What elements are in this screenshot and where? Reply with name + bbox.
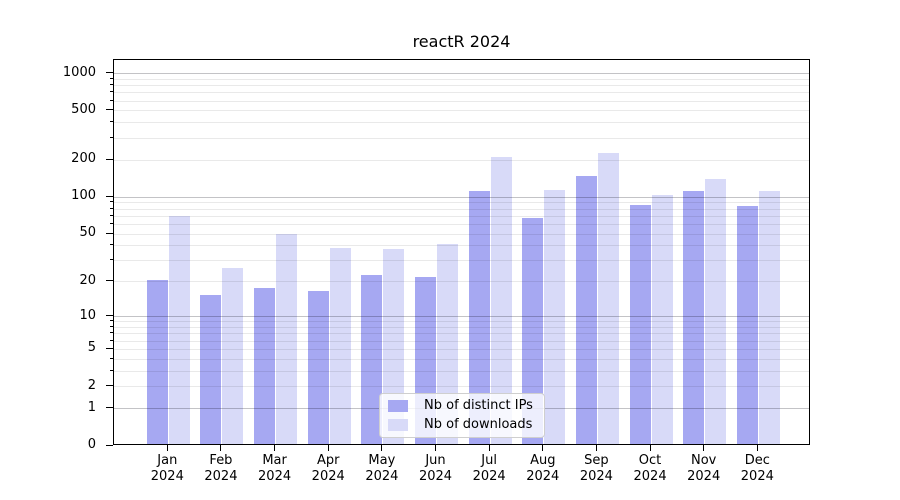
y-tick-label: 500 bbox=[71, 101, 96, 117]
bar-distinct-ips bbox=[575, 175, 597, 444]
y-tick-mark bbox=[106, 347, 113, 349]
y-minor-tick-mark bbox=[110, 357, 113, 359]
bar-downloads bbox=[544, 189, 566, 444]
bar-downloads bbox=[168, 215, 190, 444]
bar-downloads bbox=[705, 179, 727, 444]
bar-distinct-ips bbox=[200, 294, 222, 444]
y-minor-tick-mark bbox=[110, 77, 113, 79]
y-tick-mark bbox=[106, 280, 113, 282]
x-tick-mark bbox=[220, 445, 222, 451]
y-tick-mark bbox=[106, 315, 113, 317]
y-minor-tick-mark bbox=[110, 244, 113, 246]
x-tick-label: Jul 2024 bbox=[472, 453, 506, 484]
bars-layer bbox=[114, 60, 809, 444]
x-tick-mark bbox=[488, 445, 490, 451]
y-tick-label: 1000 bbox=[62, 64, 96, 80]
bar-distinct-ips bbox=[629, 204, 651, 444]
y-minor-tick-mark bbox=[110, 121, 113, 123]
y-tick-label: 100 bbox=[71, 188, 96, 204]
legend-item-downloads: Nb of downloads bbox=[388, 417, 544, 433]
x-tick-mark bbox=[595, 445, 597, 451]
bar-distinct-ips bbox=[736, 205, 758, 444]
bar-distinct-ips bbox=[254, 288, 276, 444]
plot-area: Nb of distinct IPs Nb of downloads bbox=[113, 59, 810, 445]
y-minor-tick-mark bbox=[110, 91, 113, 93]
x-tick-mark bbox=[327, 445, 329, 451]
y-tick-label: 50 bbox=[79, 225, 96, 241]
y-minor-tick-mark bbox=[110, 332, 113, 334]
x-tick-label: Mar 2024 bbox=[258, 453, 292, 484]
x-tick-label: Nov 2024 bbox=[687, 453, 721, 484]
x-tick-label: Oct 2024 bbox=[633, 453, 667, 484]
legend-swatch-distinct-ips bbox=[388, 400, 408, 412]
y-minor-tick-mark bbox=[110, 222, 113, 224]
bar-downloads bbox=[758, 191, 780, 444]
bar-distinct-ips bbox=[468, 191, 490, 444]
x-tick-mark bbox=[542, 445, 544, 451]
bar-downloads bbox=[597, 153, 619, 444]
bar-distinct-ips bbox=[146, 279, 168, 444]
x-tick-label: Dec 2024 bbox=[740, 453, 774, 484]
y-tick-mark bbox=[106, 444, 113, 446]
y-minor-tick-mark bbox=[110, 207, 113, 209]
x-tick-mark bbox=[435, 445, 436, 451]
chart-title: reactR 2024 bbox=[412, 32, 511, 51]
y-tick-mark bbox=[106, 72, 113, 74]
y-minor-tick-mark bbox=[110, 320, 113, 322]
x-tick-mark bbox=[649, 445, 651, 451]
x-tick-mark bbox=[381, 445, 383, 451]
x-tick-label: May 2024 bbox=[365, 453, 399, 484]
legend-item-distinct-ips: Nb of distinct IPs bbox=[388, 398, 544, 414]
y-tick-label: 20 bbox=[79, 272, 96, 288]
bar-downloads bbox=[329, 247, 351, 444]
y-minor-tick-mark bbox=[110, 259, 113, 261]
y-tick-label: 2 bbox=[87, 377, 96, 393]
bar-distinct-ips bbox=[683, 191, 705, 444]
y-tick-mark bbox=[106, 232, 113, 234]
bar-distinct-ips bbox=[522, 218, 544, 444]
y-minor-tick-mark bbox=[110, 369, 113, 371]
y-tick-mark bbox=[106, 385, 113, 387]
legend-swatch-downloads bbox=[388, 419, 408, 431]
bar-downloads bbox=[490, 157, 512, 444]
x-tick-label: Aug 2024 bbox=[526, 453, 560, 484]
x-tick-label: Jan 2024 bbox=[150, 453, 184, 484]
y-tick-mark bbox=[106, 158, 113, 160]
legend-label-distinct-ips: Nb of distinct IPs bbox=[424, 398, 533, 413]
bar-downloads bbox=[276, 234, 298, 444]
x-tick-mark bbox=[703, 445, 705, 451]
y-tick-mark bbox=[106, 195, 113, 197]
y-tick-label: 10 bbox=[79, 307, 96, 323]
x-tick-label: Apr 2024 bbox=[311, 453, 345, 484]
y-minor-tick-mark bbox=[110, 326, 113, 328]
y-tick-mark bbox=[106, 109, 113, 111]
y-tick-label: 1 bbox=[87, 399, 96, 415]
y-tick-label: 0 bbox=[87, 437, 96, 452]
bar-downloads bbox=[222, 268, 244, 444]
bar-distinct-ips bbox=[307, 291, 329, 444]
x-tick-mark bbox=[166, 445, 168, 451]
y-minor-tick-mark bbox=[110, 136, 113, 138]
y-minor-tick-mark bbox=[110, 339, 113, 341]
legend: Nb of distinct IPs Nb of downloads bbox=[379, 393, 545, 438]
y-minor-tick-mark bbox=[110, 214, 113, 216]
y-tick-label: 200 bbox=[71, 151, 96, 167]
x-tick-label: Sep 2024 bbox=[579, 453, 613, 484]
x-tick-mark bbox=[756, 445, 758, 451]
x-tick-label: Jun 2024 bbox=[418, 453, 453, 484]
y-minor-tick-mark bbox=[110, 99, 113, 101]
y-minor-tick-mark bbox=[110, 201, 113, 203]
x-tick-mark bbox=[274, 445, 276, 451]
y-tick-mark bbox=[106, 407, 113, 409]
bar-downloads bbox=[651, 195, 673, 444]
y-minor-tick-mark bbox=[110, 84, 113, 86]
legend-label-downloads: Nb of downloads bbox=[424, 417, 533, 432]
y-tick-label: 5 bbox=[87, 340, 96, 356]
x-tick-label: Feb 2024 bbox=[204, 453, 238, 484]
